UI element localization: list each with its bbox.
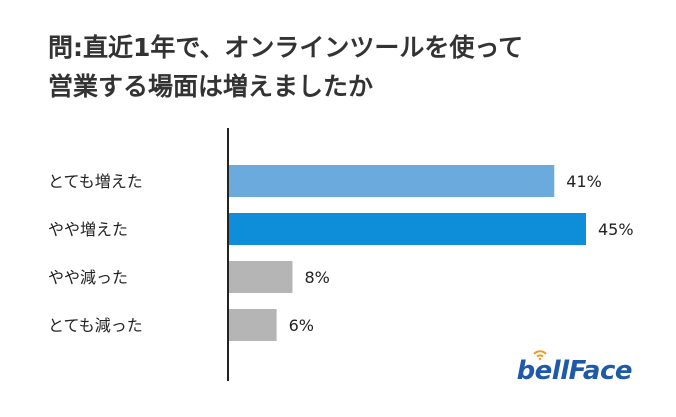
chart-title-line-1: 問:直近1年で、オンラインツールを使って: [48, 33, 524, 62]
logo-text: bellFace: [516, 356, 633, 386]
bellface-logo: bellFace: [516, 350, 633, 386]
chart-title: 問:直近1年で、オンラインツールを使って 営業する場面は増えましたか: [48, 28, 523, 106]
bar-1: [229, 213, 586, 245]
value-label-2: 8%: [304, 268, 329, 287]
category-label-2: やや減った: [48, 268, 128, 287]
value-label-1: 45%: [598, 220, 634, 239]
bar-3: [229, 309, 277, 341]
category-label-0: とても増えた: [48, 172, 143, 191]
category-label-3: とても減った: [48, 316, 143, 335]
bar-2: [229, 261, 293, 293]
signal-icon: [532, 350, 547, 360]
value-label-0: 41%: [566, 172, 602, 191]
value-label-3: 6%: [289, 316, 314, 335]
bar-0: [229, 165, 555, 197]
chart-title-line-2: 営業する場面は増えましたか: [48, 72, 374, 101]
category-label-1: やや増えた: [48, 220, 128, 239]
